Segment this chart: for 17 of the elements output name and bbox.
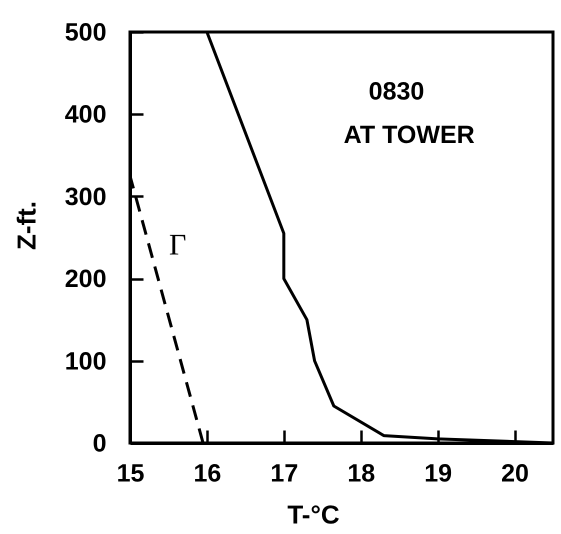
x-axis-title: T-°C (287, 500, 340, 530)
y-tick-label: 200 (64, 265, 106, 294)
x-tick-label: 19 (424, 460, 452, 488)
x-tick-label: 18 (347, 460, 376, 488)
x-tick-label: 17 (270, 460, 298, 488)
annotation: AT TOWER (344, 120, 475, 149)
y-tick-label: 0 (92, 430, 106, 458)
x-tick-label: 15 (116, 460, 144, 488)
y-axis-title: Z-ft. (12, 200, 42, 250)
annotation: 0830 (368, 78, 424, 106)
series-label: Γ (168, 228, 186, 262)
x-tick-label: 16 (194, 460, 222, 488)
y-tick-label: 500 (64, 18, 106, 46)
y-tick-label: 400 (64, 100, 106, 129)
y-tick-label: 300 (64, 182, 106, 211)
y-tick-label: 100 (64, 347, 106, 376)
x-tick-label: 20 (501, 460, 529, 488)
